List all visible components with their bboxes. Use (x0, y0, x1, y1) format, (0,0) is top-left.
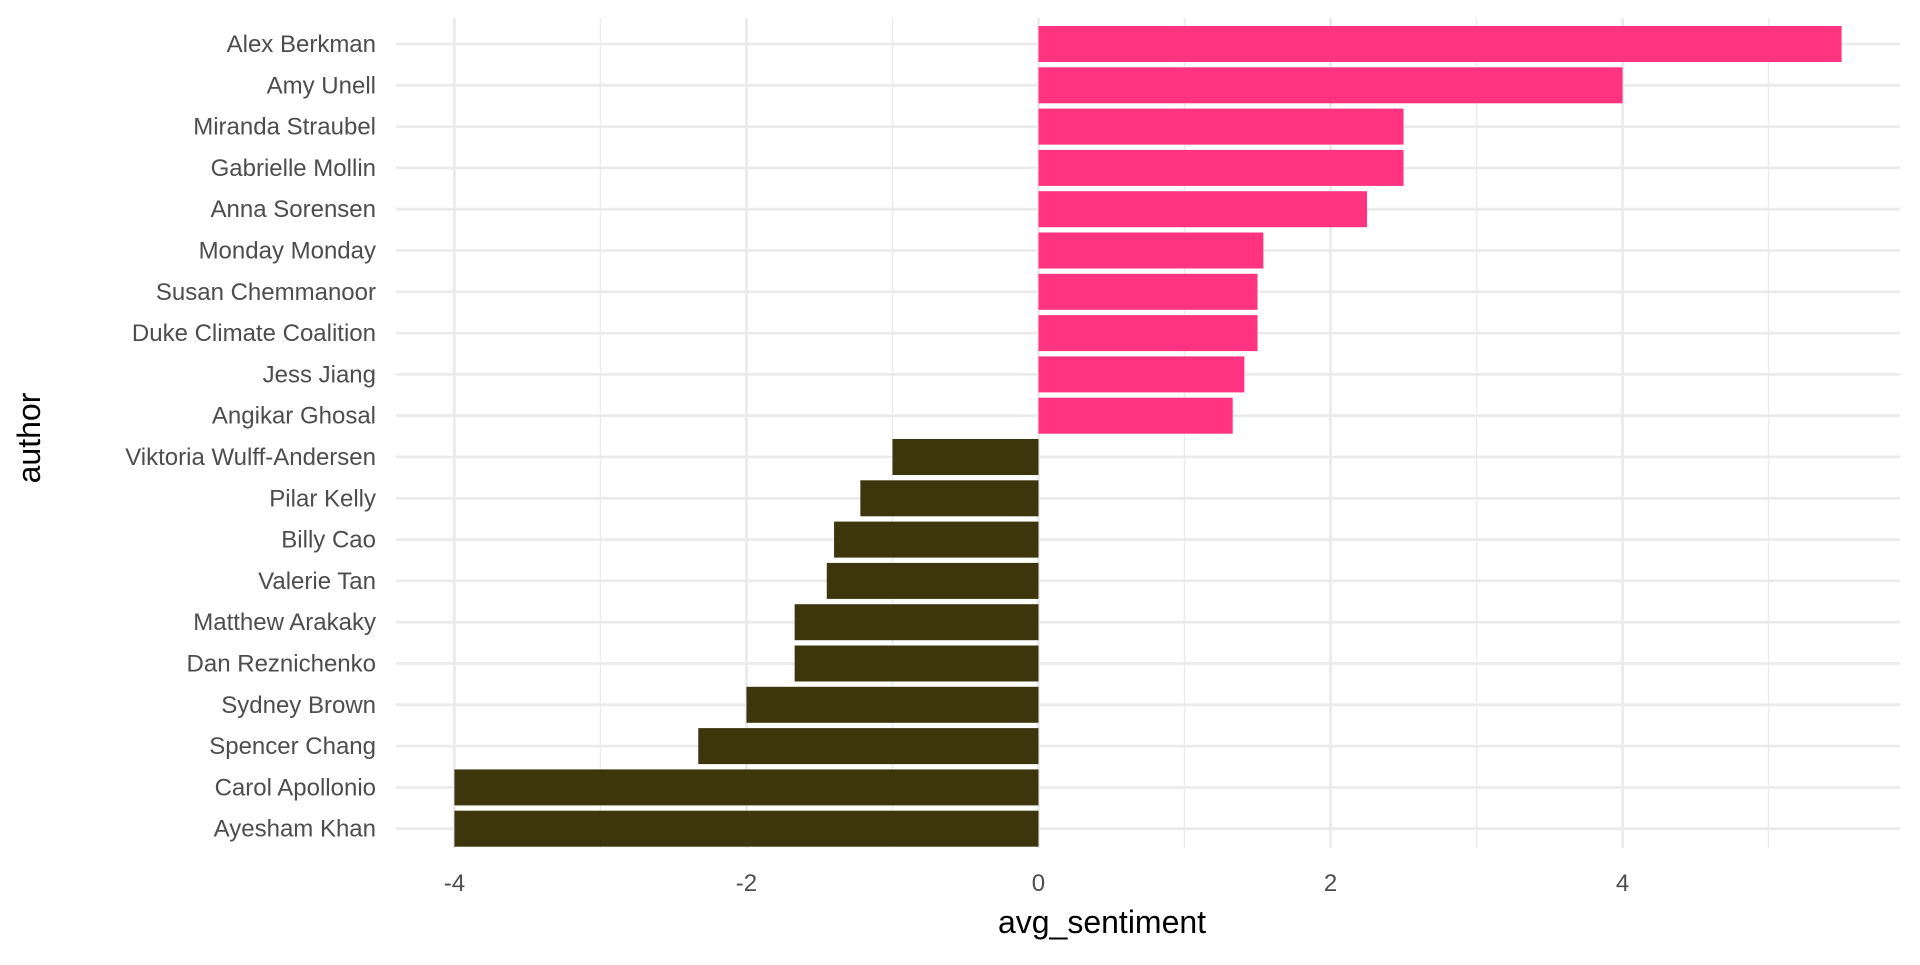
x-tick-label: 0 (1032, 870, 1045, 897)
bar-alex-berkman (1038, 26, 1842, 62)
bar-spencer-chang (698, 728, 1039, 765)
y-tick-label: Monday Monday (199, 238, 376, 265)
bar-billy-cao (834, 521, 1039, 558)
bar-amy-unell (1038, 67, 1623, 104)
y-tick-label: Susan Chemmanoor (156, 279, 376, 306)
bar-viktoria-wulff-andersen (892, 439, 1039, 475)
y-tick-label: Duke Climate Coalition (132, 320, 376, 347)
x-tick-label: -4 (444, 870, 465, 897)
y-tick-label: Amy Unell (267, 72, 376, 99)
y-tick-label: Alex Berkman (227, 31, 376, 58)
y-tick-label: Valerie Tan (258, 568, 376, 595)
y-tick-label: Anna Sorensen (211, 196, 376, 223)
y-tick-label: Dan Reznichenko (187, 651, 376, 678)
bar-duke-climate-coalition (1038, 315, 1258, 352)
bar-jess-jiang (1038, 356, 1245, 393)
x-axis-title: avg_sentiment (998, 904, 1206, 940)
y-tick-label: Miranda Straubel (193, 114, 376, 141)
bar-pilar-kelly (860, 480, 1039, 517)
y-tick-label: Ayesham Khan (214, 816, 376, 843)
y-tick-label: Pilar Kelly (269, 485, 376, 512)
y-tick-label: Spencer Chang (209, 733, 376, 760)
bar-ayesham-khan (454, 810, 1039, 847)
bar-susan-chemmanoor (1038, 273, 1258, 310)
x-tick-label: 2 (1324, 870, 1337, 897)
y-tick-label: Matthew Arakaky (193, 609, 376, 636)
y-tick-label: Jess Jiang (263, 361, 376, 388)
bars (454, 26, 1842, 847)
y-tick-label: Angikar Ghosal (212, 403, 376, 430)
y-tick-label: Billy Cao (281, 527, 376, 554)
bar-anna-sorensen (1038, 191, 1368, 228)
y-tick-label: Carol Apollonio (215, 774, 376, 801)
x-tick-labels: -4 -2 0 2 4 (444, 870, 1630, 897)
bar-dan-reznichenko (794, 645, 1039, 682)
bar-valerie-tan (826, 562, 1039, 599)
bar-miranda-straubel (1038, 108, 1404, 145)
bar-carol-apollonio (454, 769, 1039, 806)
y-tick-label: Sydney Brown (221, 692, 376, 719)
x-tick-label: -2 (736, 870, 757, 897)
bar-monday-monday (1038, 232, 1264, 269)
bar-sydney-brown (746, 686, 1039, 723)
y-tick-label: Viktoria Wulff-Andersen (125, 444, 376, 471)
bar-matthew-arakaky (794, 604, 1039, 641)
bar-gabrielle-mollin (1038, 149, 1404, 186)
bar-angikar-ghosal (1038, 397, 1233, 434)
x-tick-label: 4 (1616, 870, 1629, 897)
y-tick-labels: Alex Berkman Amy Unell Miranda Straubel Gab… (125, 31, 376, 843)
y-axis-title: author (11, 392, 47, 483)
y-tick-label: Gabrielle Mollin (211, 155, 376, 182)
